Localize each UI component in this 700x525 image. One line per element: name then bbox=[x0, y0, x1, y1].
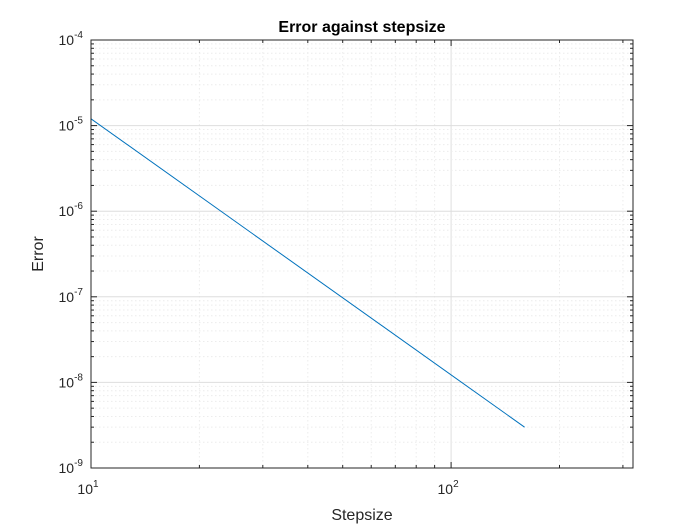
plot-background bbox=[91, 40, 633, 468]
y-tick-label: 10-4 bbox=[59, 30, 84, 48]
y-axis-label: Error bbox=[30, 236, 47, 272]
y-tick-label: 10-8 bbox=[59, 372, 84, 390]
grid bbox=[91, 40, 633, 468]
plot-frame bbox=[90, 39, 634, 469]
ticks: 101 102 10-9 10-8 10-7 10-6 10-5 10-4 bbox=[59, 30, 633, 497]
x-tick-label: 101 bbox=[77, 479, 99, 497]
y-tick-label: 10-9 bbox=[59, 458, 84, 476]
series-line bbox=[90, 118, 525, 428]
x-axis-label: Stepsize bbox=[331, 507, 392, 524]
x-tick-label: 102 bbox=[438, 479, 460, 497]
labels: Error against stepsize Stepsize Error bbox=[30, 19, 446, 524]
y-tick-label: 10-6 bbox=[59, 201, 84, 219]
chart-title: Error against stepsize bbox=[278, 19, 445, 36]
y-tick-label: 10-5 bbox=[59, 116, 84, 134]
series-layer bbox=[90, 118, 525, 428]
y-tick-label: 10-7 bbox=[59, 287, 84, 305]
